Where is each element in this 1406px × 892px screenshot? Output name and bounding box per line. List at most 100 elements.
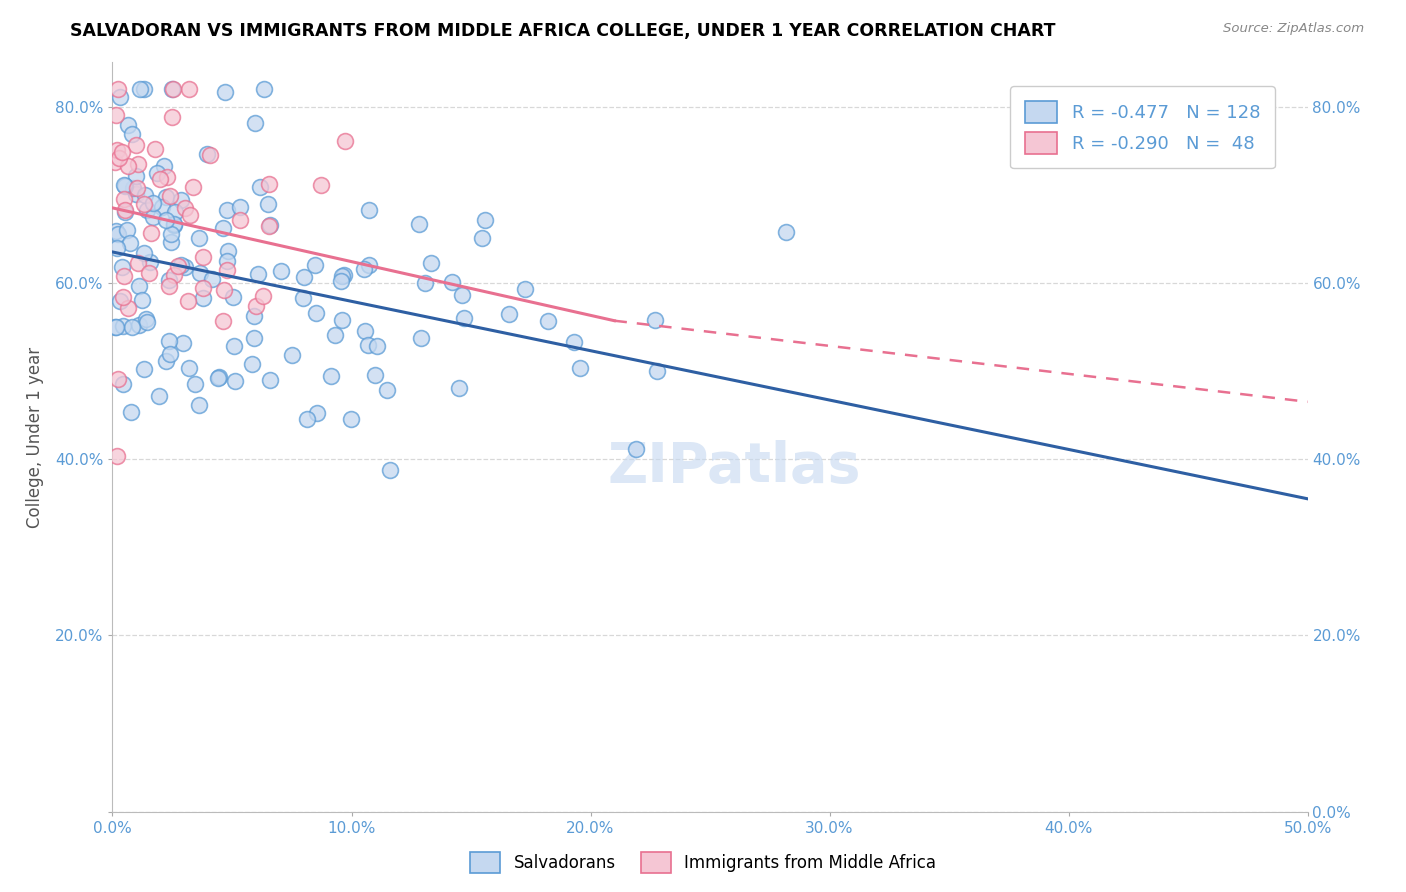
Point: [156, 169, 179, 184]
Point: [217, 244, 239, 258]
Point: [569, 361, 592, 376]
Point: [474, 212, 496, 227]
Point: [217, 254, 239, 268]
Point: [259, 219, 281, 234]
Point: [108, 293, 131, 308]
Point: [174, 201, 197, 215]
Point: [134, 188, 156, 202]
Point: [162, 82, 184, 96]
Point: [136, 202, 159, 217]
Point: [170, 258, 193, 272]
Point: [166, 259, 188, 273]
Point: [249, 179, 271, 194]
Point: [229, 200, 252, 214]
Point: [131, 293, 153, 307]
Point: [295, 412, 318, 426]
Point: [198, 147, 221, 161]
Point: [115, 223, 138, 237]
Point: [149, 172, 172, 186]
Point: [323, 328, 346, 343]
Point: [128, 279, 150, 293]
Point: [212, 314, 235, 328]
Point: [270, 264, 292, 278]
Point: [162, 218, 184, 232]
Point: [353, 262, 375, 277]
Point: [188, 398, 211, 412]
Point: [624, 442, 647, 456]
Point: [340, 411, 363, 425]
Point: [159, 189, 181, 203]
Point: [110, 145, 132, 159]
Point: [212, 220, 235, 235]
Point: [357, 202, 380, 217]
Point: [114, 204, 136, 219]
Point: [112, 268, 135, 283]
Point: [105, 108, 128, 122]
Point: [132, 246, 155, 260]
Point: [179, 208, 201, 222]
Point: [127, 157, 149, 171]
Point: [105, 450, 128, 464]
Point: [359, 258, 381, 272]
Point: [257, 197, 280, 211]
Point: [107, 82, 129, 96]
Point: [513, 282, 536, 296]
Point: [163, 205, 186, 219]
Point: [259, 178, 281, 192]
Point: [111, 376, 134, 391]
Point: [305, 305, 328, 319]
Point: [157, 273, 180, 287]
Point: [112, 193, 135, 207]
Point: [172, 335, 194, 350]
Point: [259, 218, 281, 232]
Point: [195, 147, 218, 161]
Point: [243, 310, 266, 324]
Point: [188, 230, 211, 244]
Point: [125, 137, 148, 152]
Point: [157, 279, 180, 293]
Point: [177, 360, 200, 375]
Point: [644, 313, 666, 327]
Point: [155, 190, 177, 204]
Point: [163, 268, 186, 282]
Text: ZIPatlas: ZIPatlas: [607, 440, 860, 494]
Point: [141, 226, 163, 240]
Point: [162, 217, 184, 231]
Point: [333, 268, 356, 282]
Point: [138, 255, 160, 269]
Point: [245, 116, 267, 130]
Point: [193, 250, 215, 264]
Point: [188, 266, 211, 280]
Text: Source: ZipAtlas.com: Source: ZipAtlas.com: [1223, 22, 1364, 36]
Point: [117, 301, 139, 315]
Point: [366, 339, 388, 353]
Point: [155, 354, 177, 368]
Point: [330, 274, 353, 288]
Point: [214, 85, 236, 99]
Point: [333, 134, 356, 148]
Point: [135, 311, 157, 326]
Point: [127, 256, 149, 270]
Legend: Salvadorans, Immigrants from Middle Africa: Salvadorans, Immigrants from Middle Afri…: [464, 846, 942, 880]
Legend: R = -0.477   N = 128, R = -0.290   N =  48: R = -0.477 N = 128, R = -0.290 N = 48: [1011, 87, 1275, 169]
Point: [191, 291, 214, 305]
Point: [451, 288, 474, 302]
Point: [142, 195, 165, 210]
Point: [104, 320, 127, 334]
Point: [143, 142, 166, 156]
Point: [645, 363, 668, 377]
Point: [174, 260, 197, 274]
Point: [120, 235, 142, 250]
Point: [152, 159, 174, 173]
Point: [107, 372, 129, 386]
Point: [107, 227, 129, 241]
Point: [240, 357, 263, 371]
Point: [134, 362, 156, 376]
Point: [108, 90, 131, 104]
Point: [453, 310, 475, 325]
Point: [330, 313, 353, 327]
Point: [357, 338, 380, 352]
Text: SALVADORAN VS IMMIGRANTS FROM MIDDLE AFRICA COLLEGE, UNDER 1 YEAR CORRELATION CH: SALVADORAN VS IMMIGRANTS FROM MIDDLE AFR…: [70, 22, 1056, 40]
Point: [378, 463, 401, 477]
Point: [111, 260, 134, 275]
